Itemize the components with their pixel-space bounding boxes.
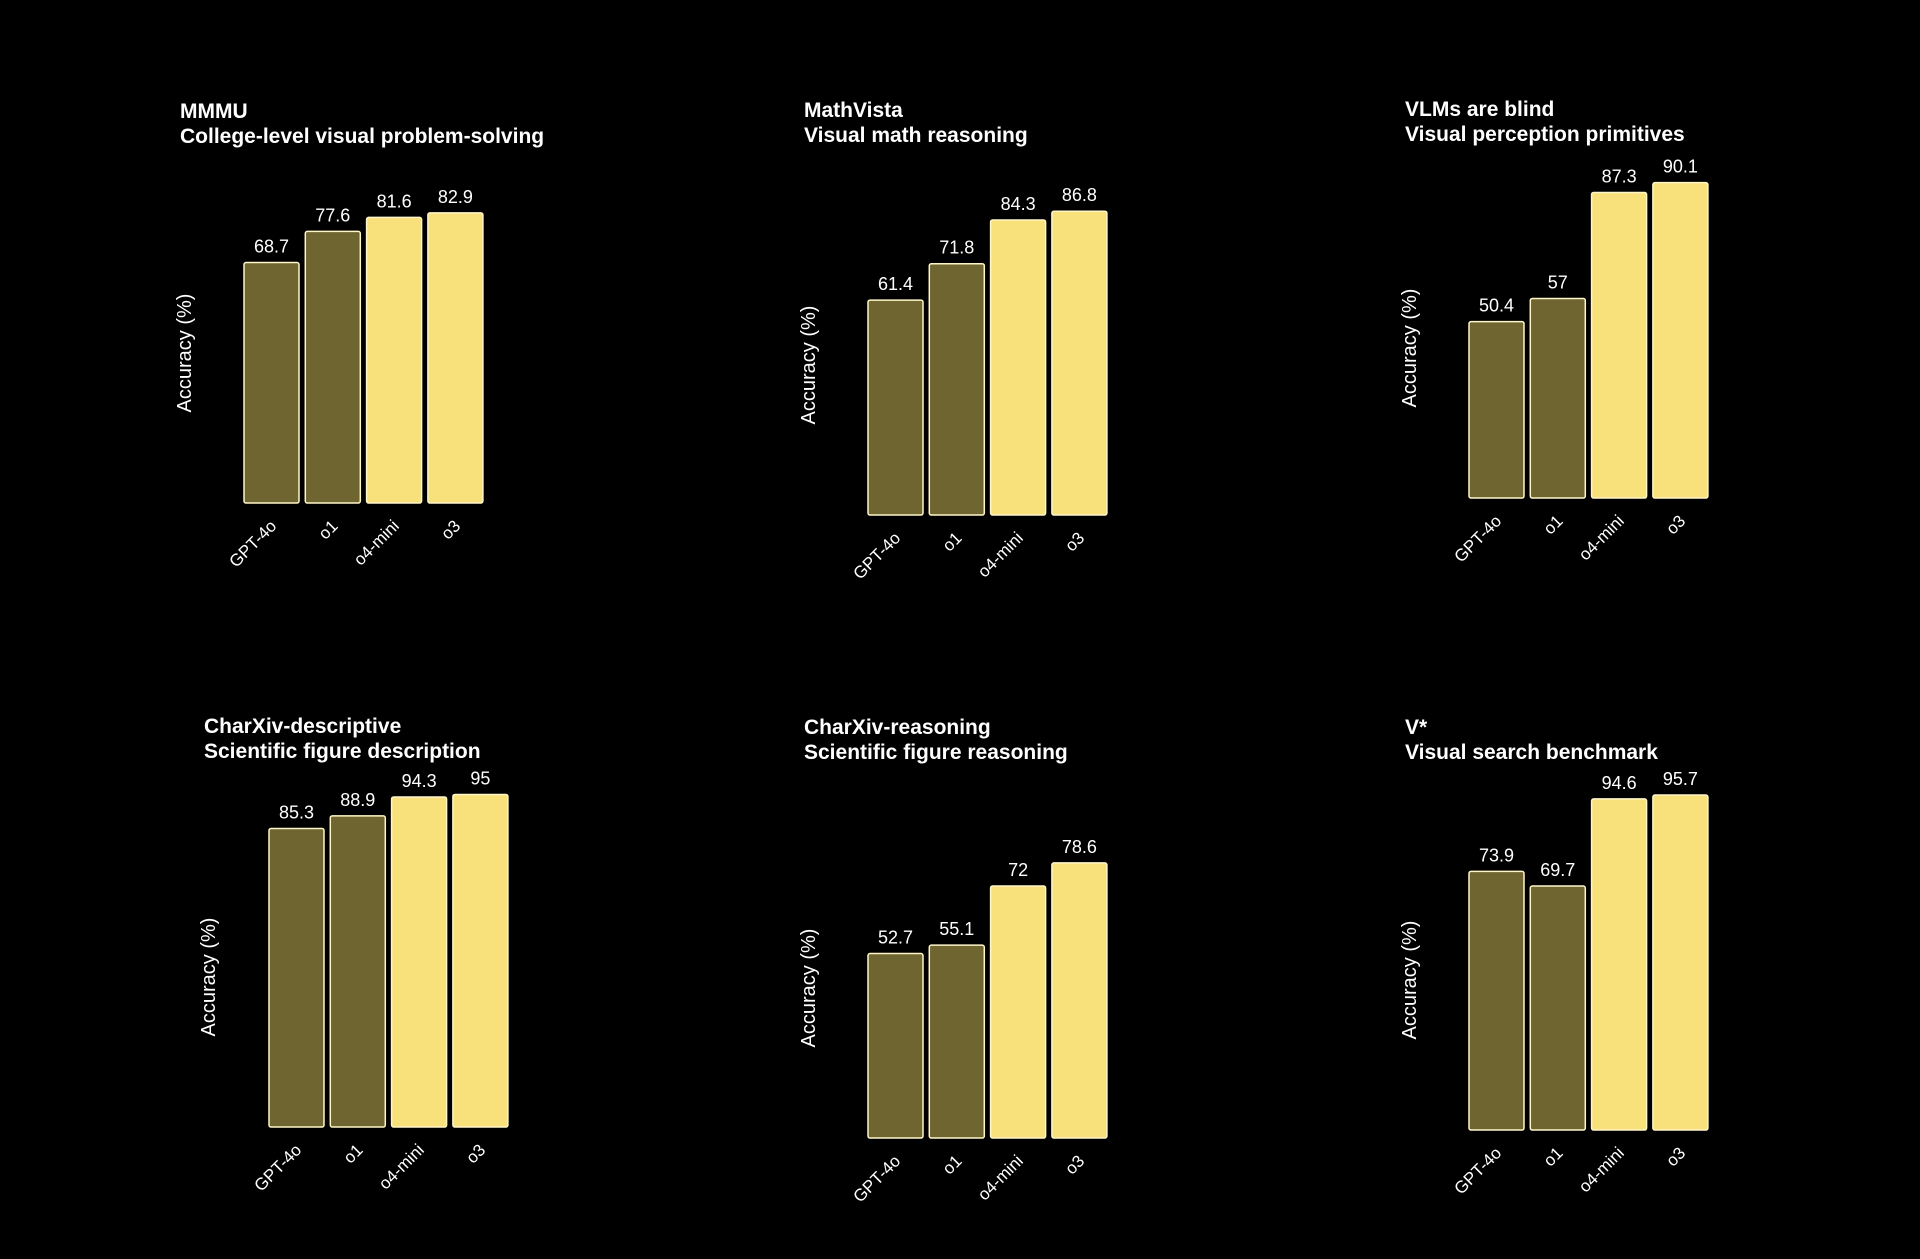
bar-value-label: 95: [470, 769, 490, 789]
bar-gpt-4o: [1468, 870, 1525, 1131]
bar-o3: [427, 212, 484, 504]
bar-o1: [304, 230, 362, 504]
bar-value-label: 73.9: [1479, 845, 1514, 865]
bar-value-label: 88.9: [340, 790, 375, 810]
bar-o1: [329, 815, 387, 1128]
bar-o3: [1652, 794, 1709, 1131]
bar-value-label: 86.8: [1062, 185, 1097, 205]
bar-value-label: 52.7: [878, 928, 913, 948]
bar-o3: [1051, 862, 1108, 1139]
y-axis-label: Accuracy (%): [198, 918, 220, 1037]
bar-o4-mini: [1590, 798, 1648, 1131]
bar-value-label: 71.8: [939, 238, 974, 258]
bar-o4-mini: [1590, 191, 1648, 499]
chart-title: VLMs are blind: [1405, 98, 1554, 121]
chart-title: V*: [1405, 716, 1428, 739]
bar-value-label: 85.3: [279, 802, 314, 822]
bar-o1: [928, 262, 986, 516]
bar-o3: [1051, 210, 1108, 516]
y-axis-label: Accuracy (%): [798, 306, 820, 425]
chart-subtitle: Scientific figure reasoning: [804, 741, 1068, 764]
chart-panel: V*Visual search benchmark Accuracy (%) 73.…: [1399, 716, 1709, 1198]
chart-title: CharXiv-descriptive: [204, 715, 401, 738]
bar-o3: [452, 793, 509, 1128]
bar-o3: [1652, 181, 1709, 499]
bar-value-label: 90.1: [1663, 157, 1698, 177]
bar-value-label: 55.1: [939, 919, 974, 939]
bar-gpt-4o: [243, 261, 300, 504]
bar-value-label: 78.6: [1062, 837, 1097, 857]
bar-value-label: 82.9: [438, 187, 473, 207]
chart-title: MMMU: [180, 100, 248, 123]
bar-value-label: 68.7: [254, 237, 289, 257]
bar-o1: [1529, 297, 1587, 499]
bar-o4-mini: [365, 216, 423, 504]
bar-value-label: 84.3: [1001, 194, 1036, 214]
bar-value-label: 87.3: [1602, 166, 1637, 186]
y-axis-label: Accuracy (%): [798, 929, 820, 1048]
bar-gpt-4o: [268, 827, 325, 1128]
y-axis-label: Accuracy (%): [174, 294, 196, 413]
bar-gpt-4o: [1468, 320, 1525, 499]
bar-value-label: 50.4: [1479, 296, 1514, 316]
chart-subtitle: Visual search benchmark: [1405, 741, 1658, 764]
y-axis-label: Accuracy (%): [1399, 921, 1421, 1040]
bar-o4-mini: [390, 796, 448, 1128]
bar-o4-mini: [989, 885, 1047, 1139]
bar-value-label: 57: [1548, 273, 1568, 293]
chart-title: CharXiv-reasoning: [804, 716, 991, 739]
chart-subtitle: College-level visual problem-solving: [180, 125, 544, 148]
bar-value-label: 94.3: [402, 771, 437, 791]
y-axis-label: Accuracy (%): [1399, 289, 1421, 408]
bar-value-label: 81.6: [377, 191, 412, 211]
bar-o4-mini: [989, 219, 1047, 516]
bar-value-label: 94.6: [1602, 773, 1637, 793]
bar-value-label: 77.6: [315, 205, 350, 225]
bar-value-label: 69.7: [1540, 860, 1575, 880]
bar-value-label: 61.4: [878, 274, 913, 294]
bar-value-label: 95.7: [1663, 769, 1698, 789]
bar-gpt-4o: [867, 299, 924, 516]
chart-title: MathVista: [804, 99, 903, 122]
chart-subtitle: Visual math reasoning: [804, 124, 1028, 147]
chart-subtitle: Visual perception primitives: [1405, 123, 1685, 146]
chart-subtitle: Scientific figure description: [204, 740, 481, 763]
bar-value-label: 72: [1008, 860, 1028, 880]
bar-gpt-4o: [867, 952, 924, 1139]
bar-o1: [1529, 885, 1587, 1131]
bar-o1: [928, 944, 986, 1139]
